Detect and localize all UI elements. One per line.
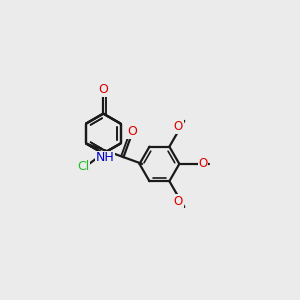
- Text: O: O: [98, 83, 108, 96]
- Text: O: O: [98, 154, 108, 166]
- Text: O: O: [173, 195, 183, 208]
- Text: O: O: [173, 120, 183, 133]
- Text: O: O: [127, 125, 137, 138]
- Text: Cl: Cl: [77, 160, 89, 173]
- Text: NH: NH: [95, 152, 114, 164]
- Text: O: O: [198, 158, 208, 170]
